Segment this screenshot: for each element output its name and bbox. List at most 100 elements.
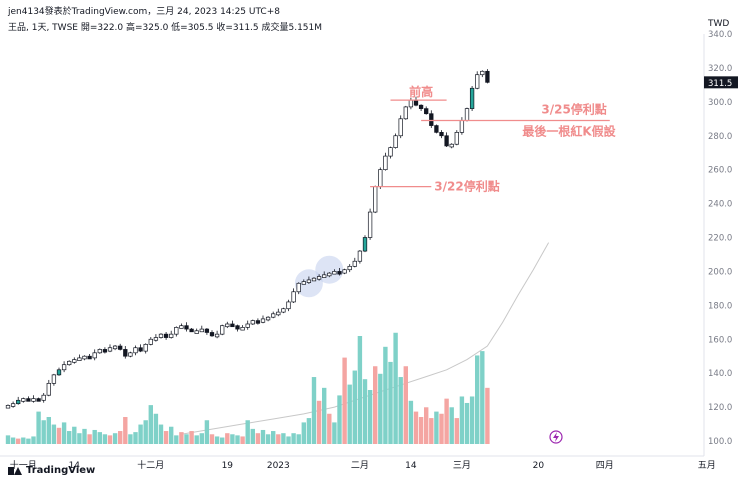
volume-bar <box>367 390 373 444</box>
candle <box>480 70 485 76</box>
volume-bar <box>21 437 26 444</box>
candle <box>342 269 347 274</box>
candle <box>378 169 383 187</box>
candle <box>373 186 378 213</box>
candle <box>296 282 301 293</box>
annotation-label: 3/25停利點 <box>541 101 606 116</box>
candle <box>322 274 327 278</box>
candle <box>209 332 215 337</box>
volume-bar <box>281 433 286 444</box>
y-tick-label: 140.0 <box>708 369 732 379</box>
volume-bar <box>138 424 143 444</box>
volume-bar <box>41 420 46 444</box>
volume-bar <box>194 435 199 444</box>
volume-bar <box>77 433 82 444</box>
candle <box>454 132 459 145</box>
y-tick-label: 120.0 <box>708 403 732 413</box>
candle <box>408 99 414 108</box>
x-tick-label: 三月 <box>453 460 471 471</box>
candle <box>51 374 57 384</box>
volume-bar <box>174 435 179 444</box>
candle <box>87 355 92 360</box>
volume-bar <box>184 434 189 444</box>
candle <box>82 355 87 360</box>
volume-bar <box>148 405 153 444</box>
volume-bar <box>413 411 419 444</box>
volume-bar <box>424 407 429 444</box>
volume-bar <box>209 434 215 444</box>
candle <box>21 398 26 402</box>
volume-bar <box>67 431 72 444</box>
candle <box>26 398 31 402</box>
candle <box>118 345 123 350</box>
annotation-label: 最後一根紅K假設 <box>522 123 616 138</box>
volume-bar <box>301 422 306 444</box>
y-tick-label: 320.0 <box>708 64 732 74</box>
x-tick-label: 二月 <box>351 460 369 471</box>
candle <box>485 70 490 83</box>
x-tick-label: 2023 <box>267 461 290 471</box>
candle <box>347 265 352 271</box>
volume-bar <box>469 396 475 444</box>
y-tick-label: 160.0 <box>708 335 732 345</box>
annotation-label: 前高 <box>409 84 433 99</box>
volume-bar <box>230 434 235 444</box>
volume-bar <box>118 431 123 444</box>
candle <box>72 359 77 363</box>
x-tick-label: 20 <box>533 461 545 471</box>
candle <box>31 398 36 402</box>
y-tick-label: 200.0 <box>708 267 732 277</box>
candle <box>393 135 398 148</box>
volume-bar <box>189 431 194 444</box>
candle <box>240 327 245 331</box>
candle <box>418 104 424 109</box>
candle <box>133 347 138 354</box>
volume-bar <box>82 428 87 444</box>
volume-bar <box>97 432 102 444</box>
volume-bar <box>327 413 332 444</box>
volume-bar <box>260 429 266 444</box>
candle <box>179 325 184 329</box>
volume-bar <box>475 355 480 444</box>
symbol-legend: 王品, 1天, TWSE 開=322.0 高=325.0 低=305.5 收=3… <box>8 23 323 33</box>
candle <box>413 99 419 106</box>
candle <box>97 349 102 354</box>
volume-bar <box>220 437 225 444</box>
candle <box>464 108 470 121</box>
candle <box>67 360 72 366</box>
candle <box>301 281 306 285</box>
volume-bar <box>316 400 322 444</box>
volume-bar <box>265 434 271 444</box>
volume-bar <box>286 436 291 444</box>
volume-bar <box>311 377 317 444</box>
last-price-tag <box>704 76 738 89</box>
candle <box>434 125 439 133</box>
brand-footer: TradingView <box>8 465 95 476</box>
candle <box>352 260 357 267</box>
x-tick-label: 14 <box>405 461 417 471</box>
candle <box>77 357 82 361</box>
volume-bar <box>291 433 296 444</box>
candle <box>158 333 164 338</box>
candle <box>56 369 62 376</box>
candle <box>250 320 255 325</box>
volume-bar <box>204 420 210 444</box>
candle <box>429 113 434 126</box>
volume-bar <box>464 402 470 444</box>
candle <box>475 74 480 89</box>
candle <box>41 394 46 401</box>
candle <box>311 277 317 282</box>
volume-bar <box>296 434 301 444</box>
candle <box>332 271 337 275</box>
volume-bar <box>449 407 454 444</box>
volume-bar <box>250 428 255 444</box>
volume-bar <box>362 379 368 444</box>
annotation-label: 3/22停利點 <box>434 179 499 194</box>
volume-bar <box>10 437 16 444</box>
volume-bar <box>214 436 220 444</box>
candle <box>138 347 143 352</box>
lightning-icon <box>553 432 559 442</box>
volume-bar <box>169 426 174 444</box>
volume-bar <box>357 336 363 444</box>
